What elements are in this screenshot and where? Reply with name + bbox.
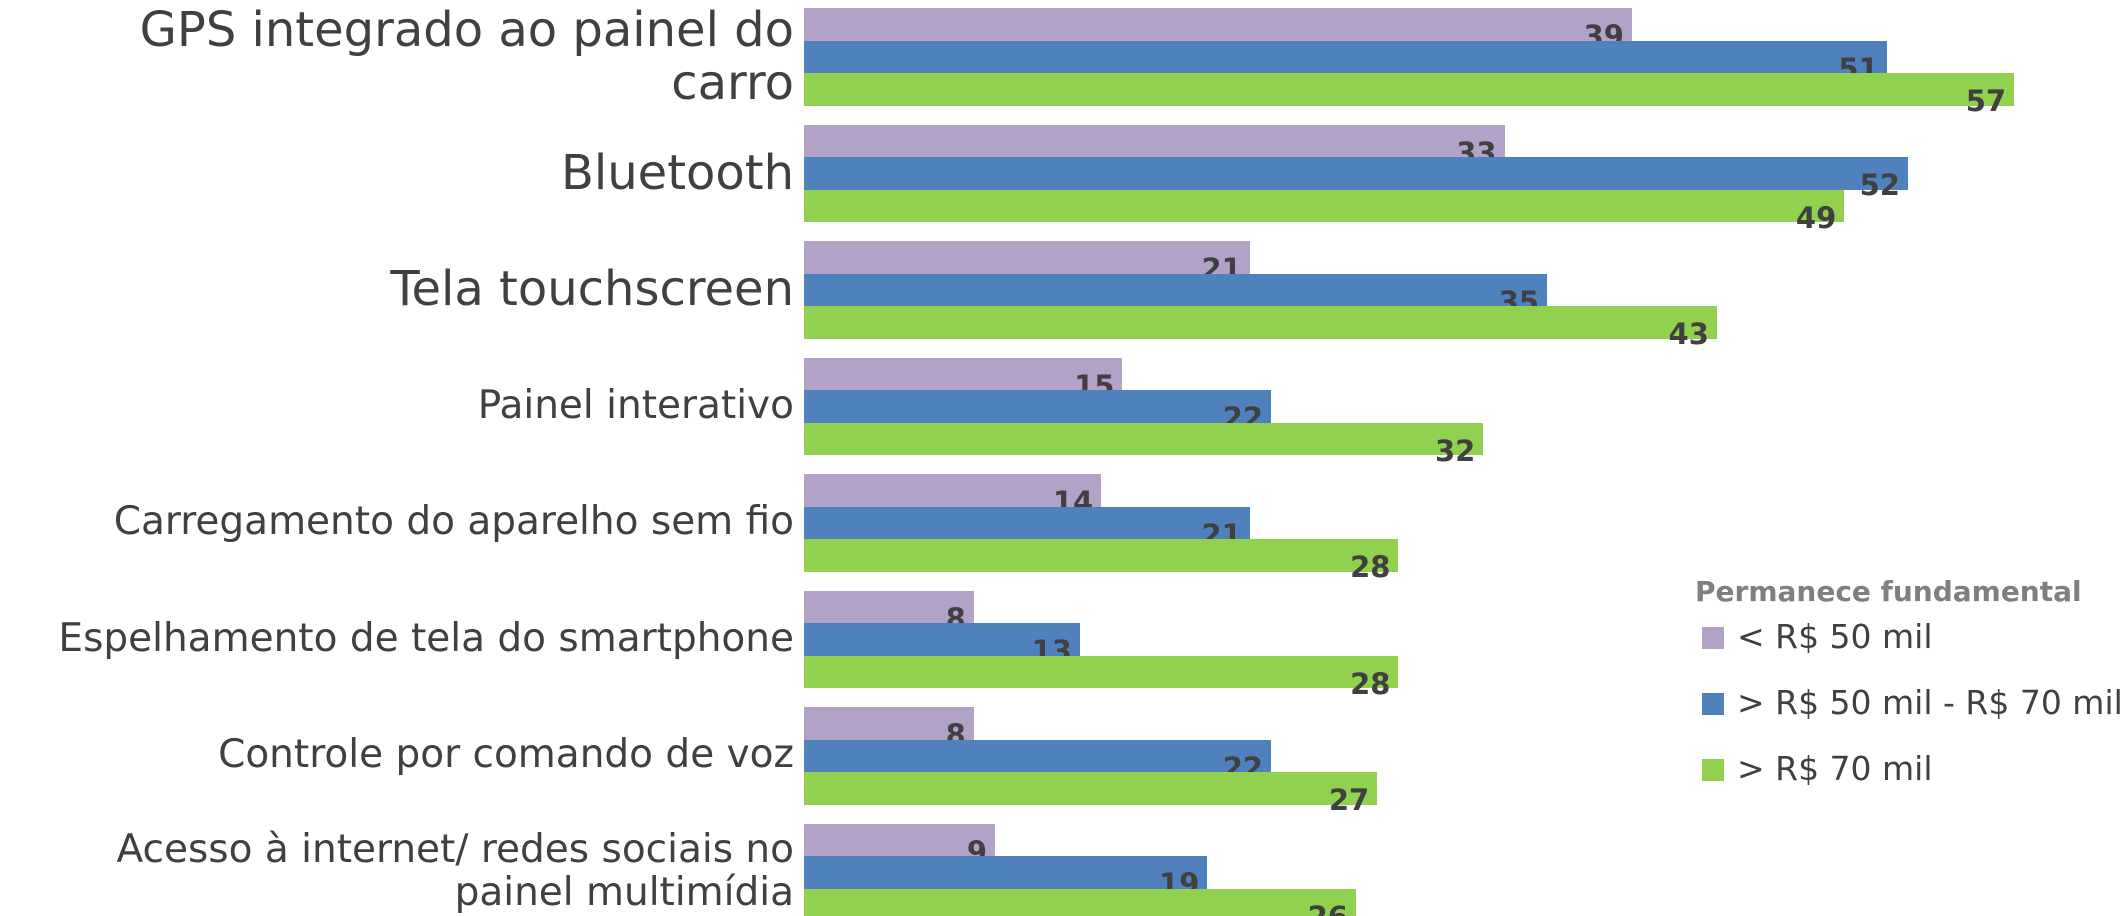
bar [804,189,1845,222]
legend-swatch [1702,627,1724,649]
bar [804,357,1123,390]
legend-swatch [1702,759,1724,781]
category-label: Acesso à internet/ redes sociais no pain… [116,827,794,916]
data-label: 32 [1435,433,1476,468]
bar [804,241,1250,274]
legend-label: > R$ 50 mil - R$ 70 mil [1737,683,2123,722]
data-label: 43 [1668,317,1709,351]
category-label: Tela touchscreen [390,261,794,318]
legend-swatch [1702,693,1724,715]
data-label: 52 [1859,168,1900,202]
data-label: 26 [1236,902,1348,916]
category-label: Painel interativo [477,382,794,428]
data-label: 28 [1350,666,1391,701]
bar [804,739,1272,772]
bar [804,655,1399,688]
bar [804,390,1272,423]
bar [804,474,1102,507]
legend-label: > R$ 70 mil [1737,749,1933,788]
category-label: Controle por comando de voz [218,732,794,778]
bar [804,124,1505,157]
bar [804,590,974,623]
bar [804,539,1399,572]
bar [804,8,1632,41]
bar [804,73,2015,106]
bar [804,306,1717,339]
bar [804,506,1250,539]
bar [804,273,1548,306]
bar [804,888,1356,916]
bar [804,40,1887,73]
legend-label: < R$ 50 mil [1737,617,1933,656]
category-label: Bluetooth [560,144,794,201]
bar [804,823,996,856]
category-label: Carregamento do aparelho sem fio [113,499,794,545]
bar [804,157,1908,190]
data-label: 28 [1350,550,1391,584]
legend-title: Permanece fundamental [1695,575,2082,608]
bar [804,623,1080,656]
bar [804,707,974,740]
bar [804,772,1378,805]
data-label: 49 [1795,200,1837,235]
category-label: Espelhamento de tela do smartphone [58,615,794,661]
bar [804,422,1484,455]
bar [804,856,1208,889]
category-label: GPS integrado ao painel do carro [139,1,794,111]
data-label: 57 [1965,84,2007,118]
data-label: 27 [1328,783,1370,817]
